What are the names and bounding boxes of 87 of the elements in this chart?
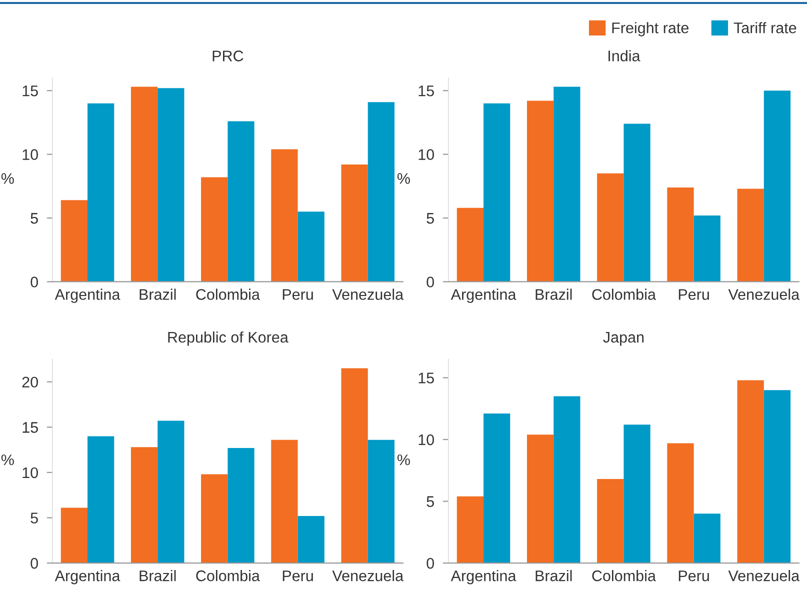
y-axis-title: % (1, 173, 14, 184)
bar (341, 164, 368, 282)
x-tick-label: Argentina (54, 570, 120, 584)
bar (456, 208, 484, 282)
x-tick-label: Brazil (536, 288, 572, 300)
bar (737, 380, 764, 564)
y-tick-label: 15 (418, 86, 434, 96)
y-tick-label: 5 (426, 496, 434, 507)
bar (368, 102, 394, 282)
x-tick-label: Colombia (592, 288, 656, 300)
x-tick-label: Brazil (536, 570, 572, 582)
bar (554, 86, 580, 282)
x-tick-label: Argentina (450, 570, 516, 584)
y-axis-title: % (397, 173, 410, 184)
bar (484, 103, 510, 282)
y-axis-title: % (1, 454, 14, 466)
y-tick-label: 0 (30, 276, 38, 288)
bar (667, 443, 694, 564)
chart-title: Republic of Korea (168, 331, 288, 346)
y-tick-label: 0 (426, 558, 434, 569)
x-tick-label: Colombia (196, 288, 260, 300)
y-tick-label: 15 (418, 372, 434, 384)
bar (130, 86, 158, 282)
bar (88, 436, 114, 564)
x-tick-label: Peru (678, 570, 709, 582)
x-tick-label: Colombia (196, 570, 260, 582)
legend-label: Freight rate (612, 22, 688, 36)
legend-label: Tariff rate (734, 22, 796, 34)
y-tick-label: 0 (30, 558, 38, 569)
chart-title: Japan (603, 332, 644, 346)
x-tick-label: Venezuela (332, 288, 404, 300)
bar (228, 448, 254, 564)
bar (228, 121, 254, 282)
y-tick-label: 10 (418, 434, 434, 446)
y-tick-label: 10 (22, 149, 38, 160)
bar (624, 424, 650, 564)
bar (130, 447, 158, 564)
y-tick-label: 20 (22, 376, 38, 388)
bar (667, 187, 694, 282)
bar (158, 420, 184, 564)
bar (624, 124, 650, 282)
bar (271, 440, 298, 564)
bar (737, 188, 764, 282)
y-tick-label: 5 (30, 512, 38, 524)
bar (60, 200, 88, 282)
bar (554, 396, 580, 564)
bar (158, 88, 184, 282)
bar (694, 215, 720, 282)
x-tick-label: Argentina (54, 288, 120, 303)
bar (526, 434, 554, 564)
bar (271, 149, 298, 282)
bar (201, 177, 228, 282)
x-tick-label: Venezuela (332, 570, 404, 582)
bar (298, 516, 324, 564)
chart-title: India (608, 50, 640, 62)
y-tick-label: 10 (22, 467, 38, 478)
x-tick-label: Brazil (140, 288, 176, 300)
y-tick-label: 5 (30, 213, 38, 224)
bar (341, 368, 368, 564)
x-tick-label: Argentina (450, 288, 516, 303)
y-axis-title: % (397, 454, 410, 466)
x-tick-label: Venezuela (728, 570, 800, 582)
bar (298, 212, 324, 282)
y-tick-label: 10 (418, 149, 434, 160)
y-tick-label: 15 (22, 422, 38, 433)
x-tick-label: Peru (282, 289, 313, 300)
bar (597, 173, 624, 282)
bar (368, 440, 394, 564)
bar (526, 100, 554, 282)
bar (201, 474, 228, 564)
x-tick-label: Peru (678, 289, 709, 300)
bar (88, 103, 114, 282)
x-tick-label: Venezuela (728, 288, 800, 300)
chart-title: PRC (212, 50, 244, 62)
x-tick-label: Brazil (140, 570, 176, 582)
x-tick-label: Colombia (592, 570, 656, 582)
y-tick-label: 0 (426, 276, 434, 288)
bar (484, 414, 510, 564)
bar (597, 479, 624, 564)
bar (764, 90, 791, 282)
x-tick-label: Peru (282, 570, 313, 582)
y-tick-label: 15 (22, 86, 38, 96)
bar (60, 508, 88, 564)
bar (764, 390, 791, 564)
y-tick-label: 5 (426, 213, 434, 224)
bar (694, 514, 720, 564)
bar (456, 496, 484, 564)
